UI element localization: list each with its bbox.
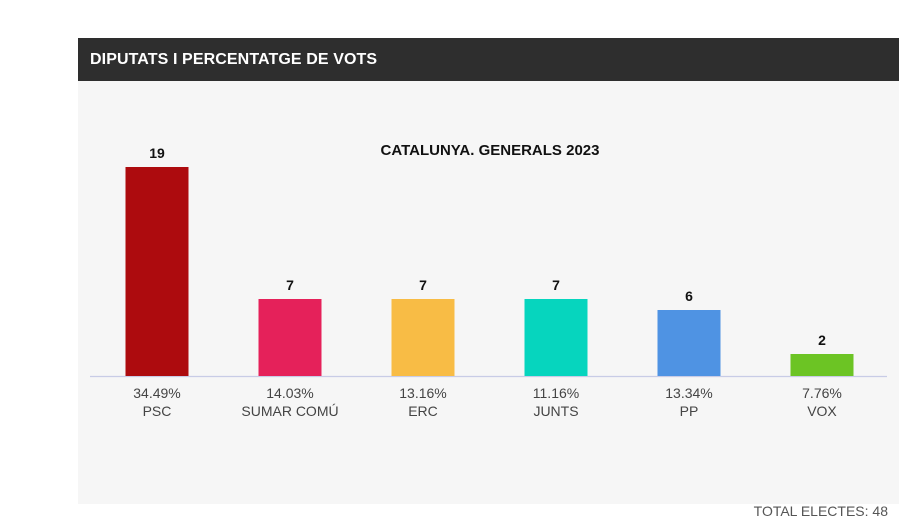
category-label-erc: ERC	[408, 403, 438, 419]
percent-label-sumar-comu: 14.03%	[266, 385, 313, 401]
value-label-erc: 7	[419, 277, 427, 293]
category-label-sumar-comu: SUMAR COMÚ	[241, 403, 338, 419]
seats-bar-chart: CATALUNYA. GENERALS 2023 19 34.49% PSC 7 14.0…	[90, 142, 887, 419]
bar-junts	[524, 299, 588, 376]
chart-title: CATALUNYA. GENERALS 2023	[381, 142, 600, 159]
bar-psc	[125, 167, 189, 376]
value-label-sumar-comu: 7	[286, 277, 294, 293]
category-label-junts: JUNTS	[533, 403, 578, 419]
category-label-pp: PP	[680, 403, 699, 419]
percent-label-vox: 7.76%	[802, 385, 842, 401]
bar-vox	[790, 354, 854, 376]
percent-label-junts: 11.16%	[533, 385, 579, 401]
percent-label-erc: 13.16%	[399, 385, 446, 401]
category-label-psc: PSC	[143, 403, 172, 419]
value-label-pp: 6	[685, 288, 693, 304]
value-label-vox: 2	[818, 332, 826, 348]
chart-area: CATALUNYA. GENERALS 2023 19 34.49% PSC 7 14.0…	[78, 81, 899, 519]
bar-sumar-comu	[258, 299, 322, 376]
value-label-junts: 7	[552, 277, 560, 293]
bar-erc	[391, 299, 455, 376]
total-elected: TOTAL ELECTES: 48	[753, 503, 888, 519]
bar-pp	[657, 310, 721, 376]
percent-label-psc: 34.49%	[133, 385, 180, 401]
category-label-vox: VOX	[807, 403, 837, 419]
results-widget: DIPUTATS I PERCENTATGE DE VOTS CATALUNYA…	[78, 38, 899, 519]
value-label-psc: 19	[149, 145, 165, 161]
percent-label-pp: 13.34%	[665, 385, 712, 401]
widget-title: DIPUTATS I PERCENTATGE DE VOTS	[78, 38, 899, 81]
